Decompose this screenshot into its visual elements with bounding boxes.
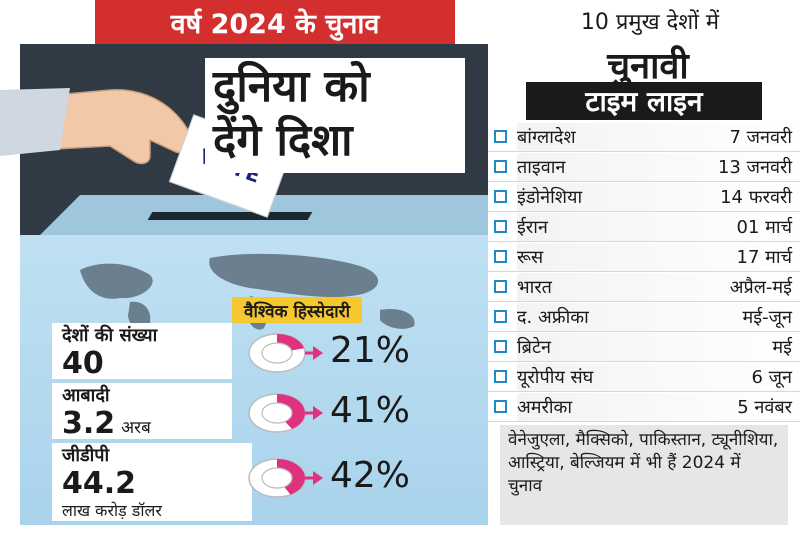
checkbox-bullet-icon: [494, 370, 507, 383]
donut-chart-population: [248, 393, 323, 433]
timeline-row: ब्रिटेन मई: [488, 332, 800, 362]
timeline-date: 13 जनवरी: [717, 156, 792, 178]
stat-percent-population: 41%: [330, 390, 411, 431]
timeline-country: यूरोपीय संघ: [517, 366, 594, 388]
stat-value: 40: [62, 346, 104, 381]
timeline-date: अप्रैल-मई: [729, 276, 792, 298]
ballot-slot: [147, 212, 313, 220]
timeline-row: ईरान 01 मार्च: [488, 212, 800, 242]
timeline-row: रूस 17 मार्च: [488, 242, 800, 272]
timeline-bar: टाइम लाइन: [526, 82, 762, 120]
timeline-row: ताइवान 13 जनवरी: [488, 152, 800, 182]
headline-banner: वर्ष 2024 के चुनाव: [95, 0, 455, 44]
donut-chart-gdp: [248, 458, 323, 498]
stat-percent-gdp: 42%: [330, 455, 411, 496]
checkbox-bullet-icon: [494, 310, 507, 323]
stat-unit: अरब: [121, 418, 151, 438]
stat-label: देशों की संख्या: [62, 325, 158, 346]
other-elections-note: वेनेजुएला, मैक्सिको, पाकिस्तान, ट्यूनीशि…: [500, 425, 788, 525]
title-line-1: दुनिया को: [213, 61, 370, 112]
stat-label: जीडीपी: [62, 445, 110, 466]
timeline-country: भारत: [517, 276, 552, 298]
checkbox-bullet-icon: [494, 250, 507, 263]
hand-icon: [0, 88, 193, 165]
timeline-row: भारत अप्रैल-मई: [488, 272, 800, 302]
checkbox-bullet-icon: [494, 280, 507, 293]
timeline-row: यूरोपीय संघ 6 जून: [488, 362, 800, 392]
checkbox-bullet-icon: [494, 160, 507, 173]
stat-percent-countries: 21%: [330, 330, 411, 371]
title-block: दुनिया को देंगे दिशा: [205, 58, 465, 173]
checkbox-bullet-icon: [494, 190, 507, 203]
timeline-row: द. अफ्रीका मई-जून: [488, 302, 800, 332]
checkbox-bullet-icon: [494, 400, 507, 413]
timeline-row: बांग्लादेश 7 जनवरी: [488, 122, 800, 152]
timeline-country: अमरीका: [517, 396, 573, 418]
checkbox-bullet-icon: [494, 340, 507, 353]
timeline-country: ताइवान: [517, 156, 566, 178]
headline-text: वर्ष 2024 के चुनाव: [170, 8, 380, 40]
global-share-label: वैश्विक हिस्सेदारी: [232, 297, 362, 323]
timeline-country: ब्रिटेन: [517, 336, 552, 358]
timeline-date: 5 नवंबर: [737, 396, 792, 418]
timeline-date: 17 मार्च: [736, 246, 792, 268]
timeline-row: अमरीका 5 नवंबर: [488, 392, 800, 422]
timeline-date: 7 जनवरी: [729, 126, 792, 148]
stat-value: 3.2: [62, 406, 116, 441]
stat-label: आबादी: [62, 385, 110, 406]
checkbox-bullet-icon: [494, 130, 507, 143]
checkbox-bullet-icon: [494, 220, 507, 233]
stat-value: 44.2: [62, 466, 137, 501]
timeline-date: मई-जून: [742, 306, 792, 328]
stat-countries: देशों की संख्या 40: [52, 323, 232, 381]
timeline-big-word: चुनावी: [607, 46, 689, 87]
donut-chart-countries: [248, 333, 323, 373]
stat-gdp: जीडीपी 44.2 लाख करोड़ डॉलर: [52, 443, 252, 521]
right-panel: 10 प्रमुख देशों में चुनावी टाइम लाइन बां…: [488, 0, 800, 533]
left-panel: वर्ष 2024 के चुनाव VOTE दुनिया को देंगे …: [0, 0, 488, 525]
timeline-country: रूस: [517, 246, 544, 268]
timeline-date: मई: [772, 336, 792, 358]
timeline-row: इंडोनेशिया 14 फरवरी: [488, 182, 800, 212]
timeline-list: बांग्लादेश 7 जनवरी ताइवान 13 जनवरी इंडोनेश…: [488, 122, 800, 422]
timeline-date: 14 फरवरी: [720, 186, 792, 208]
timeline-date: 6 जून: [751, 366, 792, 388]
title-line-2: देंगे दिशा: [213, 115, 353, 166]
timeline-country: इंडोनेशिया: [517, 186, 583, 208]
timeline-heading: 10 प्रमुख देशों में: [580, 10, 720, 35]
timeline-country: बांग्लादेश: [517, 126, 576, 148]
timeline-bar-text: टाइम लाइन: [585, 85, 703, 118]
stat-subtext: लाख करोड़ डॉलर: [62, 501, 162, 520]
stat-population: आबादी 3.2 अरब: [52, 383, 232, 441]
timeline-country: ईरान: [517, 216, 548, 238]
timeline-country: द. अफ्रीका: [517, 306, 589, 328]
timeline-date: 01 मार्च: [736, 216, 792, 238]
